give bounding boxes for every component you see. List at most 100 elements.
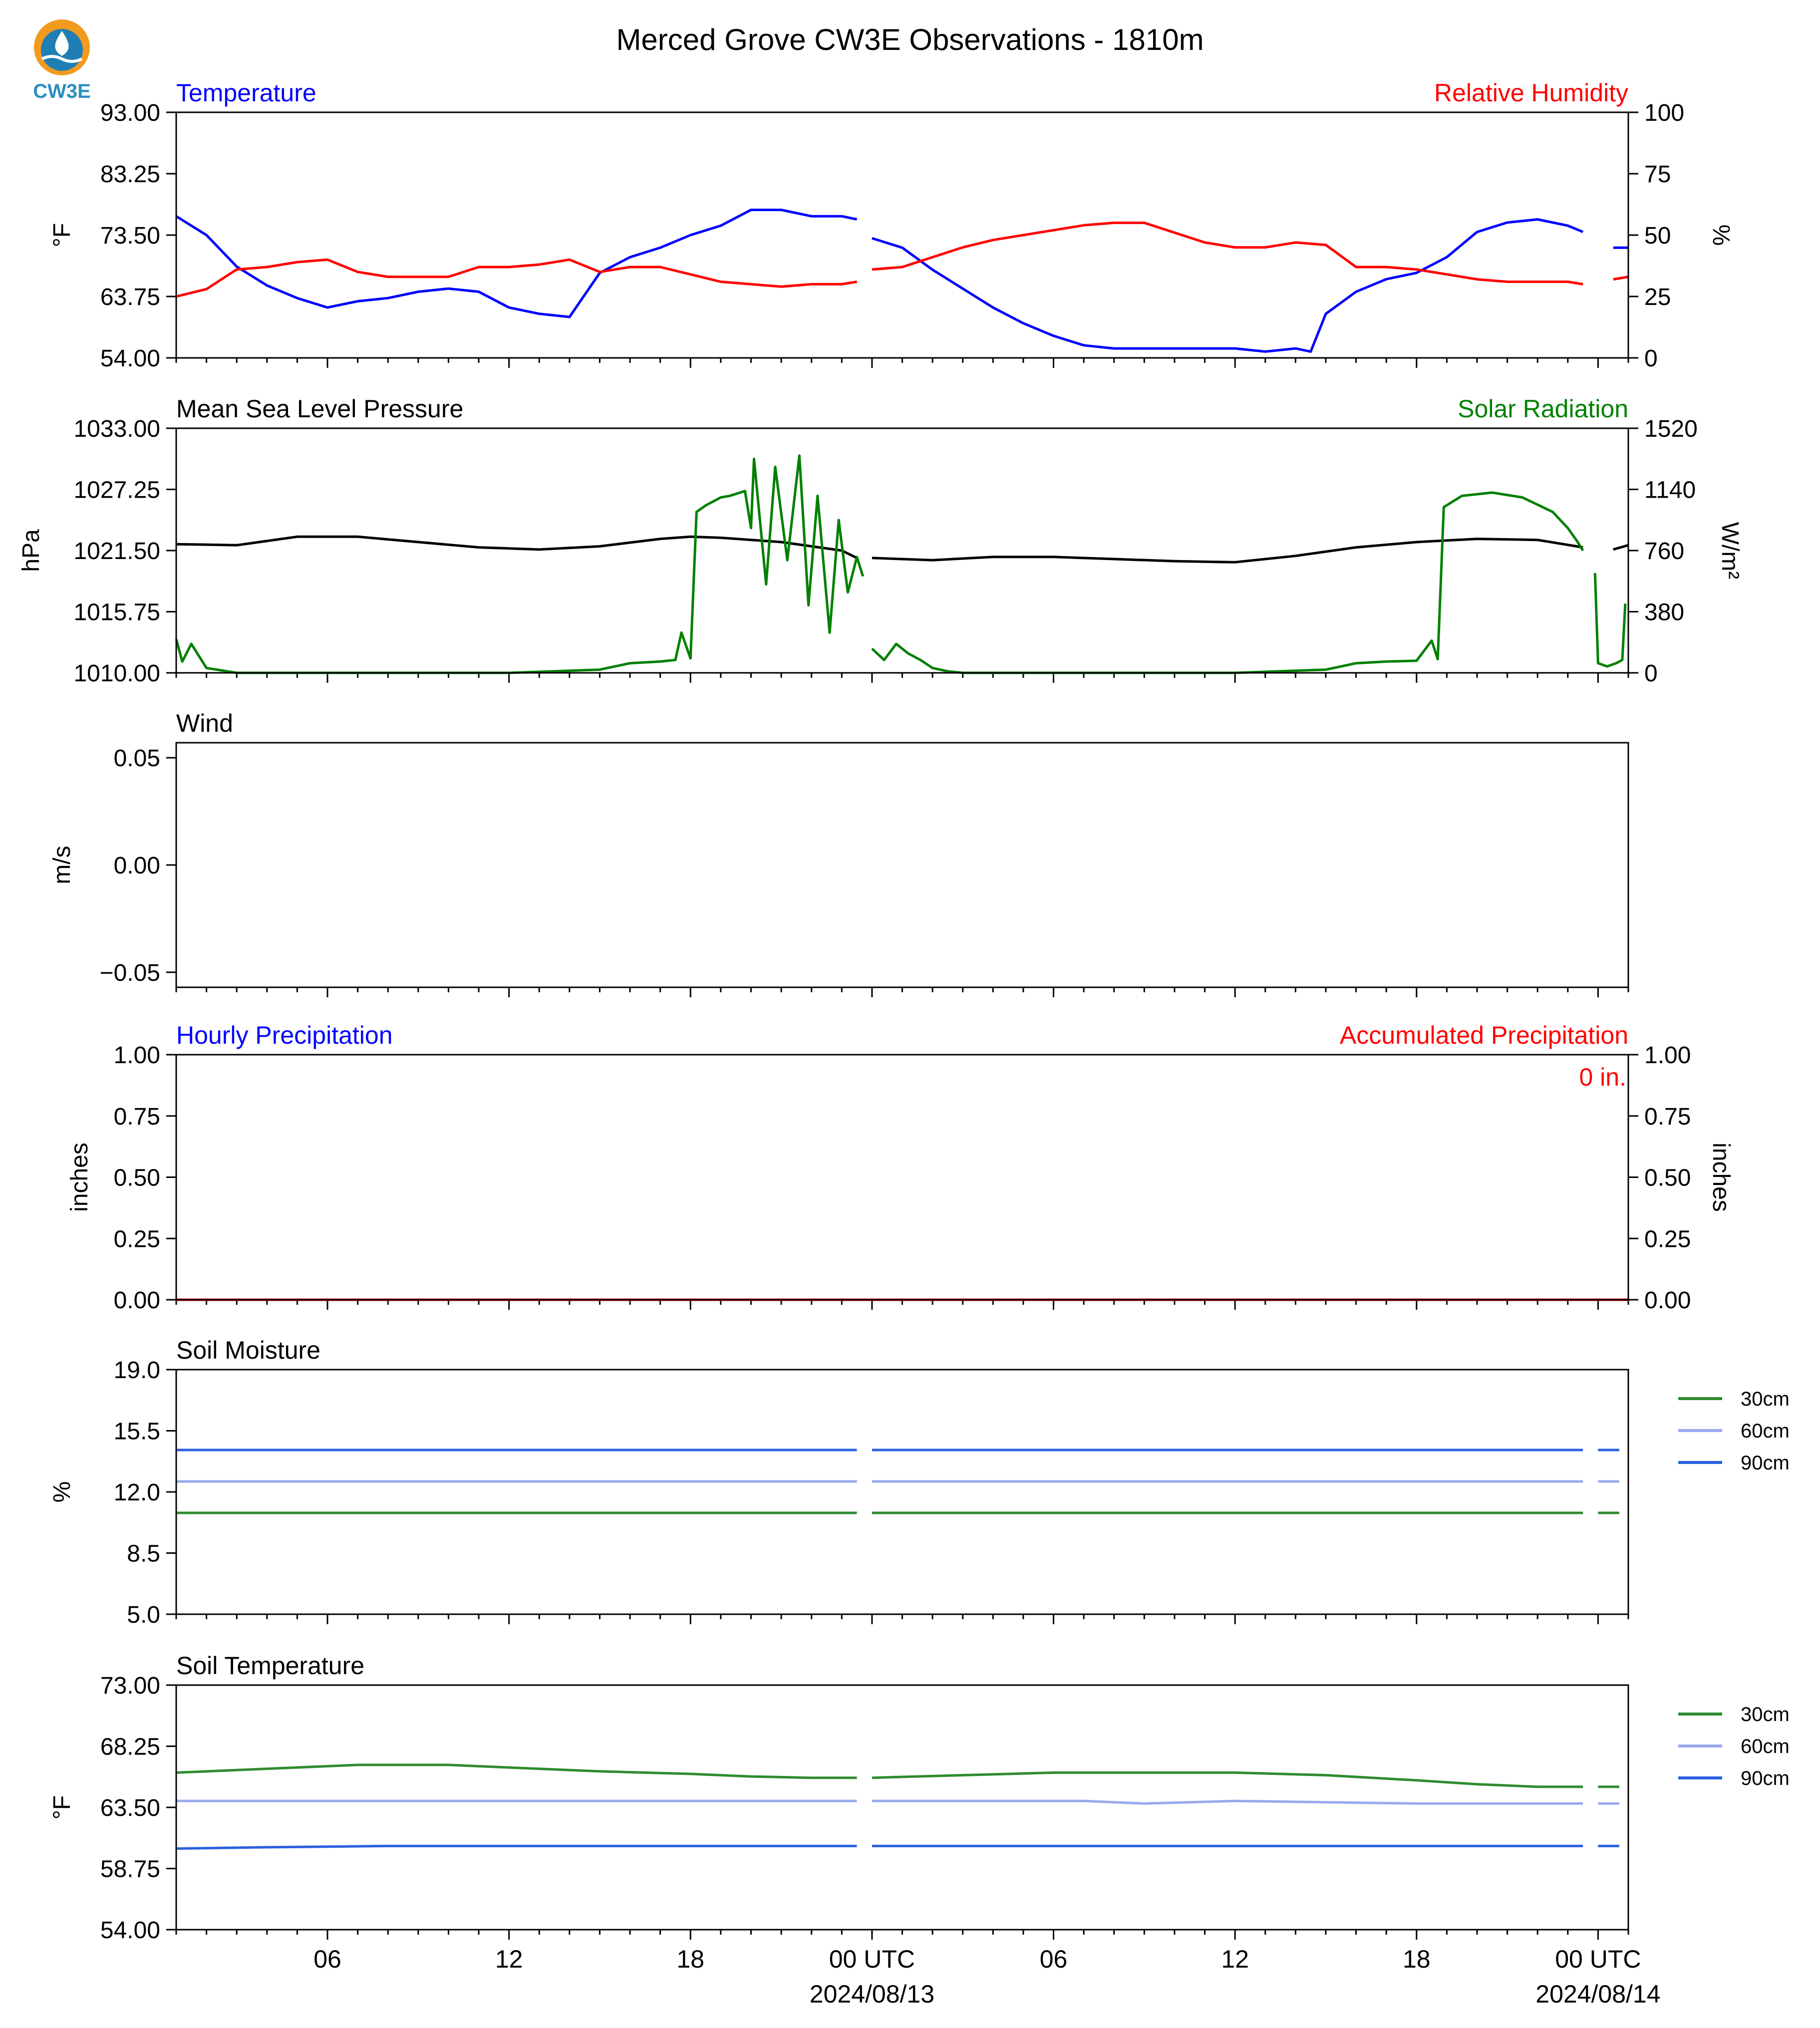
y-right-tick-label: 50 <box>1644 223 1671 249</box>
y-left-tick-label: 8.5 <box>127 1541 160 1567</box>
y-right-tick-label: 75 <box>1644 161 1671 188</box>
x-tick-label: 12 <box>495 1945 523 1973</box>
y-right-tick-label: 0.75 <box>1644 1104 1691 1130</box>
y-left-tick-label: 63.50 <box>100 1795 160 1821</box>
series-line <box>872 218 1584 353</box>
y-left-tick-label: 63.75 <box>100 284 160 310</box>
y-left-tick-label: 0.00 <box>114 853 160 879</box>
plot-frame <box>175 427 1629 674</box>
panel-temp_rh: Temperature Relative Humidity 54.00 63.75 73… <box>49 79 1734 372</box>
logo-text: CW3E <box>33 80 91 102</box>
panel-title-left: Mean Sea Level Pressure <box>176 395 463 423</box>
x-tick-label: 00 UTC <box>829 1945 915 1973</box>
series-line <box>872 221 1583 286</box>
legend-label: 60cm <box>1741 1736 1790 1757</box>
legend-label: 60cm <box>1741 1420 1790 1442</box>
y-left-tick-label: 12.0 <box>114 1479 160 1506</box>
y-left-tick-label: 15.5 <box>114 1419 160 1445</box>
y-right-tick-label: 1140 <box>1644 477 1696 504</box>
series-line <box>1593 573 1627 668</box>
panel-pressure_solar: Mean Sea Level Pressure Solar Radiation 10… <box>18 395 1743 687</box>
panel-soil_temp: Soil Temperature 54.00 58.75 63.50 68.25 73.0… <box>49 1652 1790 1944</box>
accumulated-total-label: 0 in. <box>1579 1063 1626 1091</box>
series-line <box>871 491 1584 674</box>
panel-soil_moisture: Soil Moisture 5.0 8.5 12.0 15.5 19.0% 30cm 60cm… <box>49 1336 1790 1628</box>
y-left-tick-label: 19.0 <box>114 1357 160 1384</box>
y-axis-label-left: °F <box>49 1795 75 1820</box>
panel-precip: Hourly Precipitation Accumulated Precipit… <box>66 1021 1734 1314</box>
y-left-tick-label: 54.00 <box>100 1917 160 1944</box>
x-tick-label: 12 <box>1221 1945 1249 1973</box>
cw3e-logo: CW3E <box>33 19 91 102</box>
y-left-tick-label: 1.00 <box>114 1042 160 1069</box>
x-date-label: 2024/08/13 <box>810 1980 934 2008</box>
y-right-tick-label: 0 <box>1644 345 1658 372</box>
chart-title: Merced Grove CW3E Observations - 1810m <box>616 23 1204 56</box>
y-left-tick-label: 73.50 <box>100 223 160 249</box>
y-left-tick-label: 1015.75 <box>73 599 160 626</box>
x-date-label: 2024/08/14 <box>1535 1980 1660 2008</box>
legend-label: 90cm <box>1741 1452 1790 1474</box>
panel-title-left: Wind <box>176 709 233 737</box>
x-tick-label: 18 <box>676 1945 704 1973</box>
y-right-tick-label: 0 <box>1644 660 1658 687</box>
y-axis-label-left: inches <box>66 1143 93 1212</box>
panel-wind: Wind −0.05 0.00 0.05 m/s <box>49 709 1629 997</box>
y-left-tick-label: 58.75 <box>100 1856 160 1883</box>
x-tick-label: 18 <box>1403 1945 1431 1973</box>
y-axis-label-left: °F <box>49 223 75 248</box>
y-left-tick-label: 73.00 <box>100 1673 160 1699</box>
y-axis-label-right: W/m² <box>1717 522 1743 579</box>
y-axis-label-right: % <box>1708 225 1734 246</box>
y-right-tick-label: 25 <box>1644 284 1671 310</box>
panel-title-right: Accumulated Precipitation <box>1340 1021 1628 1049</box>
y-left-tick-label: 1027.25 <box>73 477 160 504</box>
panel-title-right: Solar Radiation <box>1458 395 1628 423</box>
series-line-30cm <box>176 1763 857 1779</box>
y-right-tick-label: 100 <box>1644 100 1684 126</box>
legend-label: 90cm <box>1741 1767 1790 1789</box>
y-axis-label-left: m/s <box>49 846 75 884</box>
y-axis-label-left: hPa <box>18 529 44 572</box>
series-line-30cm <box>872 1771 1583 1788</box>
y-left-tick-label: 1021.50 <box>73 538 160 565</box>
panel-title-left: Hourly Precipitation <box>176 1021 393 1049</box>
x-tick-label: 00 UTC <box>1555 1945 1641 1973</box>
y-left-tick-label: 1033.00 <box>73 416 160 442</box>
plot-frame <box>175 1369 1629 1615</box>
series-line <box>872 538 1583 564</box>
y-right-tick-label: 0.25 <box>1644 1226 1691 1252</box>
legend-label: 30cm <box>1741 1704 1790 1726</box>
plot-frame <box>175 742 1629 988</box>
panel-title-left: Soil Moisture <box>176 1336 320 1364</box>
y-right-tick-label: 380 <box>1644 599 1684 626</box>
series-line <box>175 209 858 318</box>
x-axis-labels: 06 12 18 00 UTC 2024/08/13 06 12 18 00 UTC 2024/0… <box>313 1945 1660 2008</box>
y-left-tick-label: 0.00 <box>114 1287 160 1314</box>
legend-label: 30cm <box>1741 1388 1790 1410</box>
panel-title-left: Soil Temperature <box>176 1652 364 1680</box>
series-line <box>176 258 857 298</box>
y-left-tick-label: 0.50 <box>114 1165 160 1191</box>
y-left-tick-label: 54.00 <box>100 345 160 372</box>
panel-title-right: Relative Humidity <box>1434 79 1628 107</box>
y-axis-label-right: inches <box>1708 1143 1734 1212</box>
y-left-tick-label: 0.25 <box>114 1226 160 1252</box>
y-left-tick-label: 5.0 <box>127 1602 160 1628</box>
panels: Temperature Relative Humidity 54.00 63.75 73… <box>18 79 1790 2008</box>
series-line-60cm <box>872 1799 1583 1805</box>
y-right-tick-label: 0.00 <box>1644 1287 1691 1314</box>
x-tick-label: 06 <box>1040 1945 1068 1973</box>
y-right-tick-label: 0.50 <box>1644 1165 1691 1191</box>
y-right-tick-label: 760 <box>1644 538 1684 565</box>
y-left-tick-label: 1010.00 <box>73 660 160 687</box>
y-left-tick-label: 68.25 <box>100 1734 160 1760</box>
y-left-tick-label: −0.05 <box>100 960 160 986</box>
y-left-tick-label: 0.05 <box>114 745 160 772</box>
plot-frame <box>175 111 1629 359</box>
series-line <box>1613 544 1629 551</box>
y-left-tick-label: 0.75 <box>114 1104 160 1130</box>
logo-drop-icon <box>55 31 69 56</box>
